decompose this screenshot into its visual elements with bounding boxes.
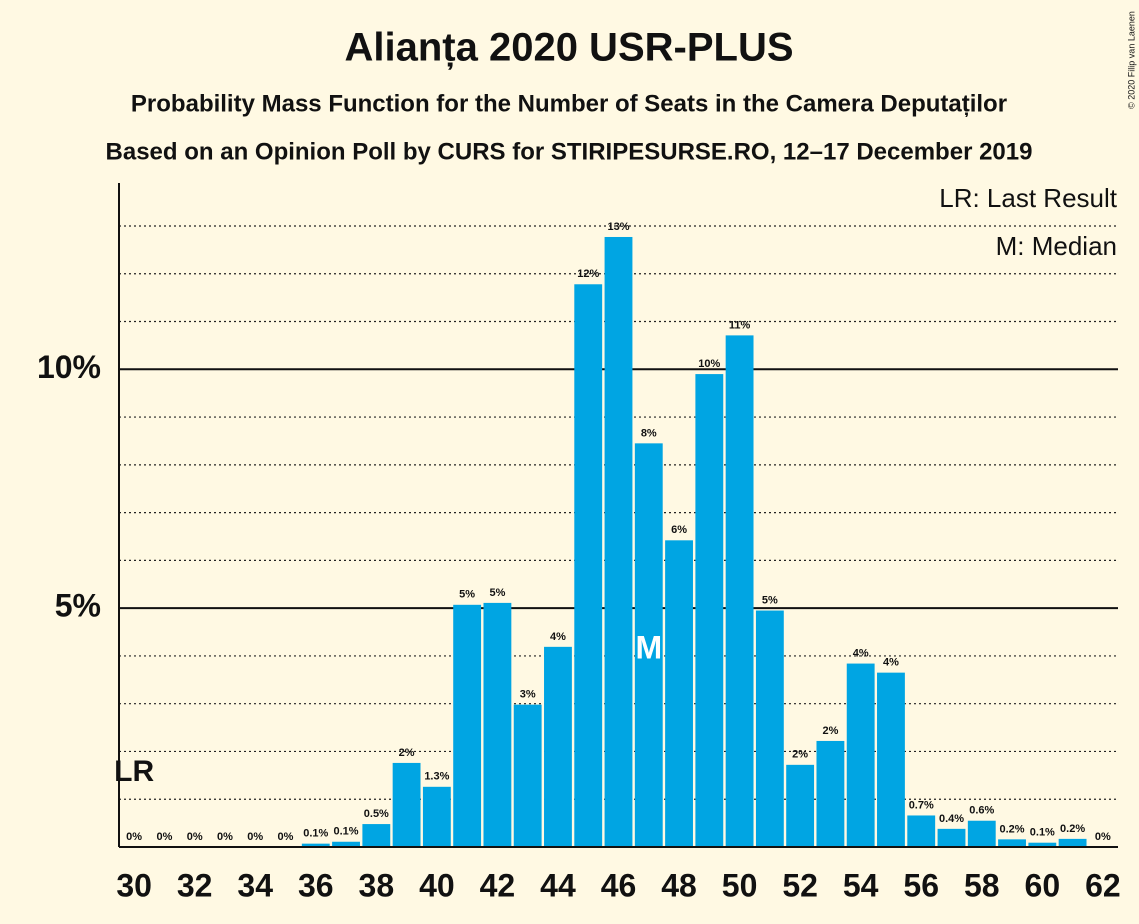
value-label: 12%: [577, 268, 599, 280]
x-tick-label: 38: [359, 867, 395, 903]
chart-subtitle: Based on an Opinion Poll by CURS for STI…: [106, 138, 1033, 165]
bar: [877, 672, 905, 847]
bar: [998, 839, 1026, 847]
value-label: 1.3%: [424, 771, 449, 783]
bar: [362, 824, 391, 847]
x-tick-label: 58: [964, 867, 1000, 903]
value-label: 10%: [698, 358, 720, 370]
x-tick-label: 46: [601, 867, 637, 903]
bar: [574, 284, 603, 847]
x-tick-label: 52: [782, 867, 818, 903]
bar: [604, 236, 633, 847]
bar: [1058, 838, 1087, 847]
x-tick-label: 30: [116, 867, 152, 903]
bar: [846, 663, 875, 847]
value-label: 4%: [883, 657, 899, 669]
bar: [755, 610, 784, 847]
value-label: 5%: [762, 594, 778, 606]
value-label: 11%: [729, 319, 751, 331]
bar: [392, 762, 421, 847]
bar: [907, 815, 936, 847]
x-tick-label: 34: [237, 867, 273, 903]
bar: [301, 843, 330, 847]
value-label: 0.1%: [1030, 827, 1055, 839]
value-label: 2%: [792, 749, 808, 761]
value-label: 0.4%: [939, 813, 964, 825]
value-label: 0%: [126, 831, 142, 843]
x-tick-label: 60: [1025, 867, 1061, 903]
x-tick-label: 42: [480, 867, 516, 903]
bar: [513, 704, 542, 847]
value-label: 3%: [520, 689, 536, 701]
value-label: 0%: [278, 831, 294, 843]
value-label: 0.1%: [303, 828, 328, 840]
x-tick-label: 62: [1085, 867, 1121, 903]
value-label: 0.6%: [969, 805, 994, 817]
x-tick-label: 56: [903, 867, 939, 903]
bar: [695, 374, 724, 847]
value-label: 0.5%: [364, 808, 389, 820]
bar: [816, 740, 845, 847]
value-label: 0.2%: [1000, 823, 1025, 835]
bar: [665, 540, 693, 847]
y-tick-label: 10%: [37, 349, 101, 385]
value-label: 5%: [459, 589, 475, 601]
bar: [725, 335, 754, 847]
bar: [422, 786, 451, 847]
x-tick-label: 54: [843, 867, 879, 903]
chart-subtitle: Probability Mass Function for the Number…: [131, 90, 1007, 117]
x-tick-label: 32: [177, 867, 213, 903]
x-tick-label: 36: [298, 867, 334, 903]
value-label: 0%: [187, 831, 203, 843]
bar: [634, 443, 663, 847]
value-label: 0%: [156, 831, 172, 843]
x-tick-label: 48: [661, 867, 697, 903]
value-label: 2%: [822, 725, 838, 737]
credit: © 2020 Filip van Laenen: [1126, 11, 1136, 109]
value-label: 4%: [550, 631, 566, 643]
last-result-label: LR: [114, 755, 154, 788]
bar: [967, 820, 996, 847]
value-label: 0%: [247, 831, 263, 843]
value-label: 0%: [1095, 831, 1111, 843]
bar: [483, 602, 512, 847]
value-label: 4%: [853, 647, 869, 659]
value-label: 0.1%: [334, 826, 359, 838]
value-label: 0%: [217, 831, 233, 843]
bar: [937, 828, 966, 847]
x-tick-label: 44: [540, 867, 576, 903]
value-label: 13%: [607, 221, 629, 233]
x-tick-label: 40: [419, 867, 455, 903]
legend-entry: M: Median: [996, 231, 1117, 261]
bar: [786, 764, 815, 847]
bar: [544, 646, 572, 847]
value-label: 2%: [399, 747, 415, 759]
bar: [453, 604, 482, 847]
value-label: 5%: [489, 587, 505, 599]
value-label: 6%: [671, 524, 687, 536]
value-label: 0.7%: [909, 799, 934, 811]
value-label: 8%: [641, 427, 657, 439]
value-label: 0.2%: [1060, 823, 1085, 835]
bar: [1028, 842, 1057, 847]
bar: [332, 841, 360, 847]
chart-title: Alianța 2020 USR-PLUS: [344, 26, 793, 70]
x-tick-label: 50: [722, 867, 758, 903]
median-label: M: [635, 629, 662, 665]
y-tick-label: 5%: [55, 588, 101, 624]
legend-entry: LR: Last Result: [939, 183, 1118, 213]
